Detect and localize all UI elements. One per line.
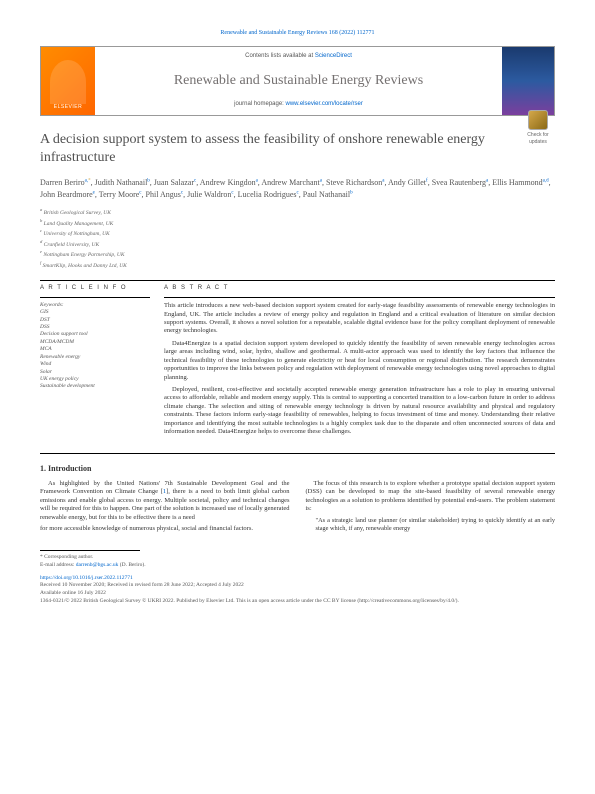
contents-line: Contents lists available at ScienceDirec… [105, 53, 492, 61]
intro-p2: for more accessible knowledge of numerou… [40, 525, 290, 533]
divider [40, 453, 555, 454]
article-info-column: A R T I C L E I N F O Keywords: GISDSTDS… [40, 285, 150, 440]
article-info-heading: A R T I C L E I N F O [40, 285, 150, 293]
email-link[interactable]: darrenb@bgs.ac.uk [76, 562, 119, 568]
publisher-name: ELSEVIER [54, 104, 82, 111]
homepage-prefix: journal homepage: [234, 101, 285, 107]
divider [40, 297, 150, 298]
received-line: Received 10 November 2020; Received in r… [40, 582, 244, 588]
check-updates-icon [528, 110, 548, 130]
abstract-heading: A B S T R A C T [164, 285, 555, 293]
affiliation-list: a British Geological Survey, UKb Land Qu… [40, 207, 555, 270]
corresponding-author: * Corresponding author. E-mail address: … [40, 554, 555, 568]
keywords-label: Keywords: [40, 302, 150, 309]
abstract-column: A B S T R A C T This article introduces … [164, 285, 555, 440]
divider [164, 297, 555, 298]
email-suffix: (D. Beriro). [118, 562, 145, 568]
keyword-list: GISDSTDSSDecision support toolMCDA/MCDMM… [40, 309, 150, 391]
available-line: Available online 16 July 2022 [40, 590, 106, 596]
elsevier-tree-icon [50, 60, 86, 104]
email-label: E-mail address: [40, 562, 76, 568]
author-list: Darren Beriroa,*, Judith Nathanailb, Jua… [40, 177, 555, 201]
running-header: Renewable and Sustainable Energy Reviews… [40, 30, 555, 38]
footer-separator [40, 550, 140, 551]
homepage-line: journal homepage: www.elsevier.com/locat… [105, 101, 492, 109]
check-updates-badge[interactable]: Check for updates [521, 110, 555, 145]
abstract-paragraph: This article introduces a new web-based … [164, 302, 555, 336]
section-heading-intro: 1. Introduction [40, 464, 555, 474]
check-updates-label: Check for updates [527, 132, 548, 145]
copyright-line: 1364-0321/© 2022 British Geological Surv… [40, 598, 459, 604]
banner-center: Contents lists available at ScienceDirec… [95, 47, 502, 115]
journal-name: Renewable and Sustainable Energy Reviews [105, 72, 492, 90]
elsevier-logo: ELSEVIER [41, 47, 95, 115]
corresponding-label: * Corresponding author. [40, 554, 555, 561]
intro-p3: The focus of this research is to explore… [306, 480, 556, 514]
intro-p1: As highlighted by the United Nations' 7t… [40, 480, 290, 522]
abstract-paragraph: Data4Energize is a spatial decision supp… [164, 340, 555, 382]
contents-prefix: Contents lists available at [245, 53, 315, 59]
doi-block: https://doi.org/10.1016/j.rser.2022.1127… [40, 575, 555, 606]
doi-link[interactable]: https://doi.org/10.1016/j.rser.2022.1127… [40, 575, 133, 581]
article-title: A decision support system to assess the … [40, 131, 555, 167]
journal-banner: ELSEVIER Contents lists available at Sci… [40, 46, 555, 116]
intro-body: As highlighted by the United Nations' 7t… [40, 480, 555, 536]
abstract-paragraph: Deployed, resilient, cost-effective and … [164, 386, 555, 437]
sciencedirect-link[interactable]: ScienceDirect [315, 53, 352, 59]
intro-quote: "As a strategic land use planner (or sim… [306, 517, 556, 533]
divider [40, 280, 555, 281]
journal-cover-thumb [502, 47, 554, 115]
homepage-link[interactable]: www.elsevier.com/locate/rser [286, 101, 363, 107]
